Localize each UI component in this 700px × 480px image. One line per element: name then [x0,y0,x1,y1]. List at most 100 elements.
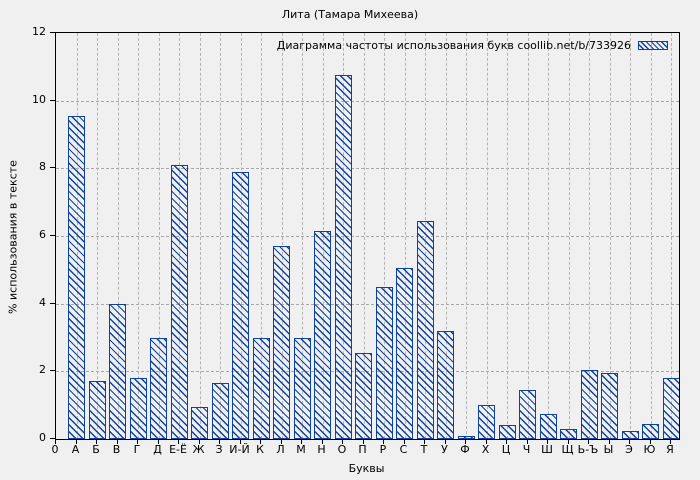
x-axis-label: Буквы [348,462,385,475]
y-tick-label: 12 [32,25,46,38]
x-tick-mark [588,439,589,444]
bar-Э [621,430,639,439]
x-tick-label: Ч [522,443,531,456]
x-tick-mark [403,439,405,444]
y-tick-label: 8 [39,160,46,174]
grid-line-vertical [507,33,508,439]
grid-line-vertical [445,33,447,439]
bar-Б [88,381,106,439]
x-tick-mark [383,439,384,444]
bar-А [68,115,85,439]
bar-К [252,337,270,439]
plot-area: Диаграмма частоты использования букв coo… [55,32,680,440]
grid-line-vertical [199,33,201,439]
x-tick-label: Щ [561,443,574,456]
bar-Ф [457,435,475,439]
grid-line-vertical [589,33,590,439]
x-tick-mark [342,439,343,444]
y-tick-label: 10 [32,92,46,106]
x-tick-label: Е-Ё [169,443,187,456]
bar-У [437,330,454,439]
x-tick-label: И-Й [229,443,250,456]
y-tick-mark [50,438,55,439]
x-tick-label: Ц [501,443,511,456]
x-tick-mark [629,439,630,444]
grid-line-vertical [630,33,631,439]
grid-line-horizontal [56,168,679,170]
bar-Л [273,246,290,439]
x-tick-label: Х [481,443,490,456]
bar-Ц [498,425,516,439]
x-tick-label: Ш [541,443,553,456]
x-tick-mark [649,439,651,444]
bar-Т [416,220,434,439]
y-tick-mark [50,302,55,304]
bar-М [293,337,311,439]
grid-line-vertical [548,33,549,439]
grid-line-horizontal [56,236,679,237]
x-tick-label: Л [276,443,285,456]
bar-Я [662,378,679,439]
x-tick-label: Б [92,443,100,456]
x-tick-mark [280,439,282,444]
x-tick-mark [608,439,610,444]
grid-line-vertical [650,33,652,439]
grid-line-vertical [261,33,262,439]
x-tick-label: Ж [192,443,205,456]
x-tick-label: М [296,443,306,456]
x-tick-mark [116,439,118,444]
x-tick-label: Ф [460,443,470,456]
x-tick-label: З [215,443,223,456]
x-tick-mark [362,439,364,444]
bar-З [211,383,229,439]
x-tick-mark [157,439,159,444]
legend-swatch-hatch-icon [638,41,668,50]
x-tick-label: Т [420,443,428,456]
x-tick-mark [547,439,548,444]
grid-line-vertical [568,33,570,439]
grid-line-vertical [527,33,529,439]
x-tick-label: Н [317,443,326,456]
bar-И-Й [232,171,249,439]
grid-line-vertical [97,33,98,439]
x-tick-label: Я [666,443,674,456]
bar-Е-Ё [170,164,188,439]
y-tick-mark [50,167,55,169]
x-tick-label: Ю [643,443,656,456]
grid-line-vertical [138,33,139,439]
x-tick-mark [137,439,138,444]
grid-line-vertical [486,33,488,439]
x-tick-mark [526,439,528,444]
legend: Диаграмма частоты использования букв coo… [277,39,668,52]
bar-Р [375,286,393,439]
x-tick-mark [670,439,671,444]
x-tick-mark [506,439,507,444]
x-tick-label: С [399,443,408,456]
y-tick-mark [50,370,55,372]
bar-Х [478,405,495,439]
bar-Щ [560,428,577,439]
x-tick-mark [260,439,261,444]
bar-П [355,352,372,439]
x-tick-mark [465,439,466,444]
x-tick-mark [239,439,241,444]
bar-Н [314,230,331,439]
x-tick-label: 0 [51,443,59,456]
grid-line-vertical [466,33,467,439]
bar-Ж [191,406,208,439]
bar-Ь-Ъ [580,369,598,439]
x-tick-mark [198,439,200,444]
x-tick-label: Э [625,443,633,456]
grid-line-vertical [281,33,283,439]
x-tick-mark [96,439,97,444]
y-tick-label: 0 [39,431,46,444]
x-tick-mark [55,439,56,444]
grid-line-horizontal [56,100,679,102]
grid-line-vertical [117,33,119,439]
x-tick-mark [219,439,220,444]
bar-Ю [642,423,659,439]
grid-line-vertical [404,33,406,439]
grid-line-vertical [384,33,385,439]
y-tick-mark [50,32,55,33]
x-tick-label: У [441,443,448,456]
